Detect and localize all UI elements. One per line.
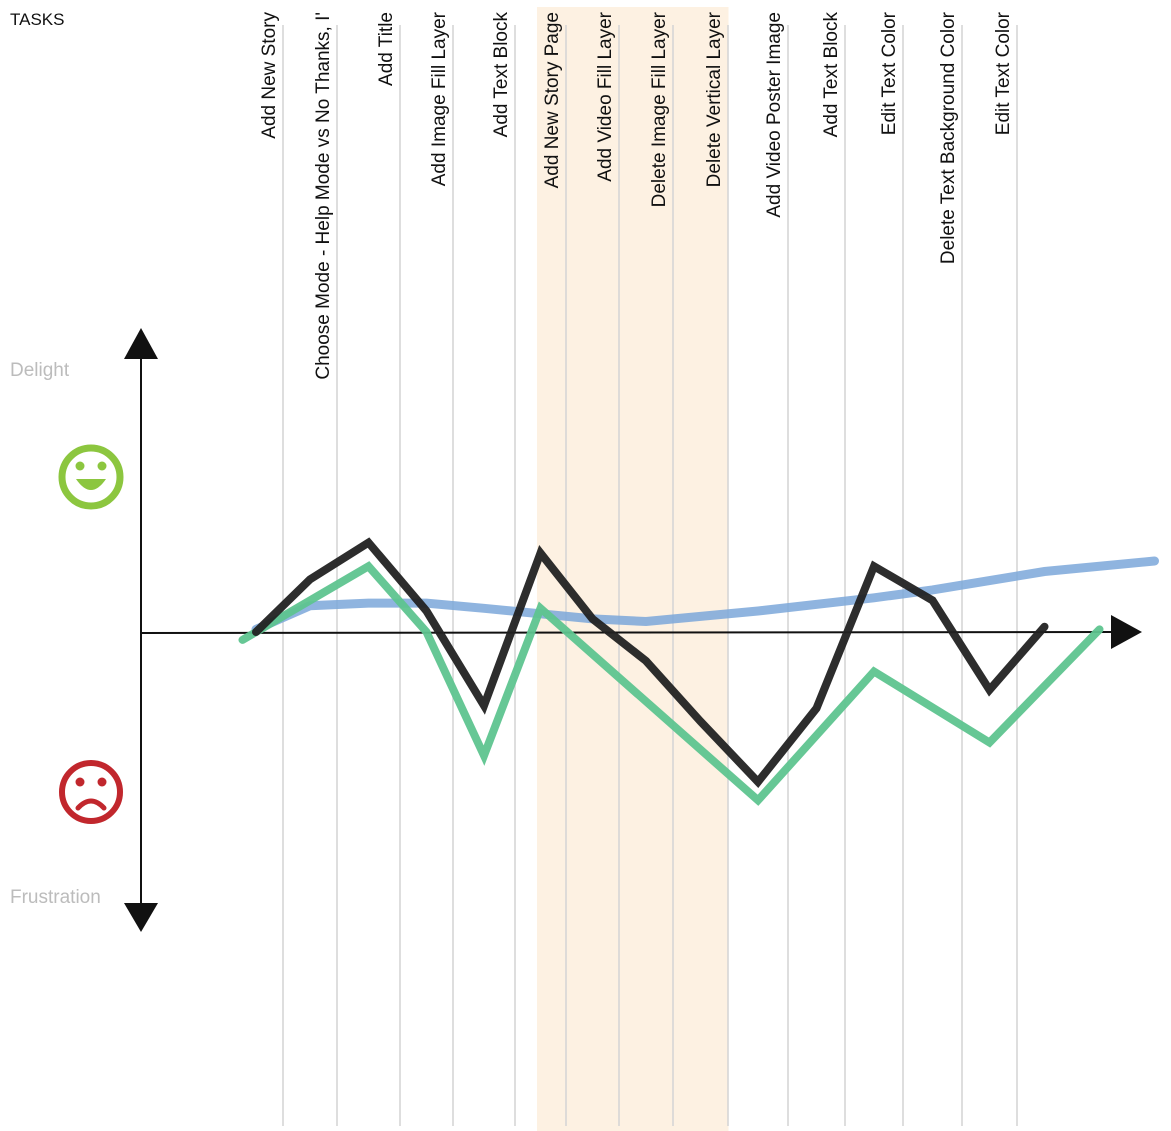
task-labels: Add New Story Choose Mode - Help Mode vs … bbox=[259, 11, 1014, 379]
task-label: Add Text Block bbox=[491, 12, 512, 138]
task-label: Delete Text Background Color bbox=[938, 11, 959, 264]
axes bbox=[124, 328, 1142, 932]
task-label: Delete Image Fill Layer bbox=[649, 11, 670, 207]
series-line-2 bbox=[238, 561, 1104, 806]
task-label: Edit Text Color bbox=[993, 11, 1014, 135]
series-lines bbox=[238, 537, 1159, 806]
highlight-band-layer bbox=[537, 7, 729, 1131]
task-label: Add New Story Page bbox=[542, 12, 563, 188]
task-label: Add Video Fill Layer bbox=[595, 11, 616, 181]
tasks-header: TASKS bbox=[10, 10, 64, 29]
sad-face-icon bbox=[59, 760, 123, 824]
x-axis-right-arrow bbox=[1111, 615, 1142, 649]
task-label: Edit Text Color bbox=[879, 11, 900, 135]
smiley-face-icon bbox=[58, 444, 124, 510]
y-axis-up-arrow bbox=[124, 328, 158, 359]
series-line-1 bbox=[252, 537, 1049, 788]
task-label: Add Title bbox=[376, 12, 397, 86]
series-line-3 bbox=[251, 556, 1159, 634]
task-label: Add Video Poster Image bbox=[764, 12, 785, 218]
x-axis-line bbox=[140, 631, 1116, 634]
highlight-band bbox=[537, 7, 729, 1131]
task-label: Delete Vertical Layer bbox=[704, 11, 725, 187]
task-label: Add New Story bbox=[259, 12, 280, 139]
delight-label: Delight bbox=[10, 360, 70, 381]
task-label: Add Text Block bbox=[821, 12, 842, 138]
frustration-label: Frustration bbox=[10, 887, 101, 908]
task-label: Choose Mode - Help Mode vs No Thanks, I' bbox=[313, 12, 334, 380]
task-label: Add Image Fill Layer bbox=[429, 11, 450, 186]
y-axis-down-arrow bbox=[124, 903, 158, 932]
